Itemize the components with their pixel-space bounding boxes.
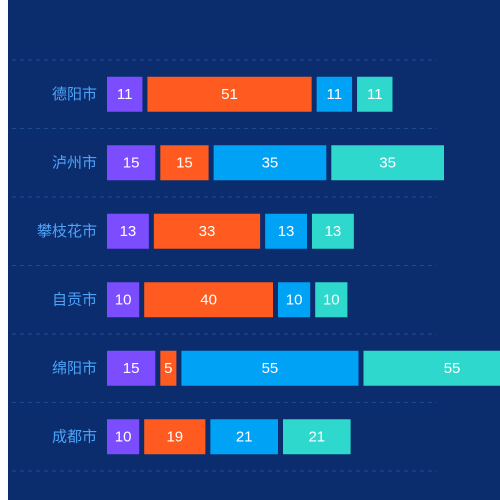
data-label: 13 bbox=[120, 223, 137, 240]
bar-segment bbox=[278, 282, 311, 318]
data-label: 11 bbox=[327, 86, 343, 103]
data-label: 11 bbox=[367, 86, 383, 103]
category-label: 绵阳市 bbox=[52, 360, 97, 377]
bar-segment bbox=[144, 282, 273, 318]
bar-segment bbox=[283, 419, 351, 455]
data-label: 35 bbox=[262, 154, 279, 171]
grid-lines bbox=[12, 59, 437, 472]
data-label: 5 bbox=[164, 360, 172, 377]
category-label: 德阳市 bbox=[52, 85, 97, 103]
bar-segment bbox=[363, 350, 500, 386]
data-label: 13 bbox=[278, 223, 295, 240]
bar-segment bbox=[160, 145, 209, 181]
bar-segment bbox=[210, 419, 278, 455]
data-label: 15 bbox=[123, 154, 140, 171]
data-label: 10 bbox=[115, 428, 132, 445]
bar-segment bbox=[107, 350, 156, 386]
bar-segment bbox=[331, 145, 444, 181]
bar-segment bbox=[107, 419, 140, 455]
data-label: 33 bbox=[199, 223, 216, 240]
category-label: 自贡市 bbox=[52, 291, 97, 308]
data-label: 15 bbox=[123, 360, 140, 377]
data-label: 55 bbox=[444, 360, 461, 377]
bar-segment bbox=[160, 350, 177, 386]
data-label: 21 bbox=[308, 428, 325, 445]
data-label: 13 bbox=[325, 223, 342, 240]
data-label: 21 bbox=[236, 428, 253, 445]
bar-segment bbox=[107, 76, 143, 112]
data-label: 19 bbox=[166, 428, 183, 445]
data-label: 10 bbox=[115, 291, 132, 308]
bar-segment bbox=[107, 213, 149, 249]
bar-segment bbox=[181, 350, 359, 386]
bar-segment bbox=[107, 282, 140, 318]
bar-segment bbox=[147, 76, 312, 112]
bar-segment bbox=[265, 213, 307, 249]
data-label: 55 bbox=[262, 360, 279, 377]
category-label: 成都市 bbox=[52, 428, 97, 445]
data-label: 11 bbox=[117, 86, 133, 103]
bar-segment bbox=[107, 145, 156, 181]
data-label: 15 bbox=[176, 154, 193, 171]
bar-segment bbox=[213, 145, 327, 181]
bar-segment bbox=[357, 76, 393, 112]
data-label: 10 bbox=[323, 291, 340, 308]
data-label: 51 bbox=[221, 86, 238, 103]
bar-segment bbox=[315, 282, 348, 318]
bar-segment bbox=[144, 419, 206, 455]
bar-segment bbox=[153, 213, 261, 249]
bar-segment bbox=[311, 213, 354, 249]
category-label: 攀枝花市 bbox=[37, 223, 97, 240]
category-label: 泸州市 bbox=[52, 154, 97, 171]
data-label: 35 bbox=[379, 154, 396, 171]
data-label: 10 bbox=[286, 291, 303, 308]
bar-segment bbox=[316, 76, 353, 112]
data-label: 40 bbox=[200, 291, 217, 308]
